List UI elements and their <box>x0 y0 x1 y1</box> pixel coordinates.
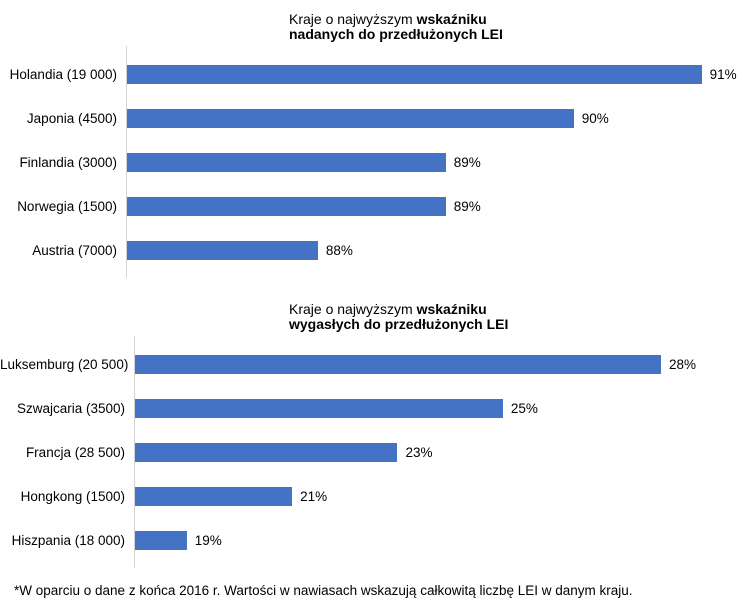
bar-track: 28% <box>134 342 750 386</box>
bar-track: 23% <box>134 430 750 474</box>
value-label: 23% <box>405 444 433 460</box>
chart-title: Kraje o najwyższym wskaźniku wygasłych do… <box>289 302 750 332</box>
value-label: 89% <box>453 154 481 170</box>
chart-title: Kraje o najwyższym wskaźniku nadanych do … <box>289 12 750 42</box>
bar-track: 89% <box>126 184 750 228</box>
category-label: Japonia (4500) <box>26 110 117 126</box>
title-segment: wskaźniku <box>416 11 487 27</box>
bar-row: Norwegia (1500) 89% <box>0 184 750 228</box>
value-label: 28% <box>668 356 696 372</box>
plot-area: Luksemburg (20 500) 28% Szwajcaria (3500) 2… <box>0 336 750 568</box>
chart-title-line: wygasłych do przedłużonych LEI <box>289 317 750 332</box>
bar-row: Hongkong (1500) 21% <box>0 474 750 518</box>
bar <box>134 530 187 550</box>
title-segment: Kraje o najwyższym <box>289 301 417 317</box>
bar <box>134 442 398 462</box>
title-segment: Kraje o najwyższym <box>289 11 417 27</box>
bar <box>126 64 702 84</box>
bar-track: 88% <box>126 228 750 272</box>
chart-highest-lapsed-to-renewed: Kraje o najwyższym wskaźniku wygasłych do… <box>0 302 750 568</box>
bar <box>126 240 318 260</box>
bar-track: 89% <box>126 140 750 184</box>
bar <box>126 152 446 172</box>
bar <box>134 398 503 418</box>
value-label: 25% <box>510 400 538 416</box>
category-label: Holandia (19 000) <box>9 66 117 82</box>
bar-row: Finlandia (3000) 89% <box>0 140 750 184</box>
value-label: 90% <box>581 110 609 126</box>
category-label: Norwegia (1500) <box>17 198 117 214</box>
chart-highest-issued-to-renewed: Kraje o najwyższym wskaźniku nadanych do … <box>0 12 750 278</box>
category-label: Hiszpania (18 000) <box>11 532 125 548</box>
bar <box>126 196 446 216</box>
bar <box>126 108 574 128</box>
bar-row: Japonia (4500) 90% <box>0 96 750 140</box>
bar-row: Holandia (19 000) 91% <box>0 52 750 96</box>
value-label: 91% <box>709 66 737 82</box>
category-label: Szwajcaria (3500) <box>16 400 125 416</box>
category-label: Francja (28 500) <box>25 444 125 460</box>
bar-row: Luksemburg (20 500) 28% <box>0 342 750 386</box>
bar-row: Hiszpania (18 000) 19% <box>0 518 750 562</box>
title-segment: wskaźniku <box>416 301 487 317</box>
chart-title-line: Kraje o najwyższym wskaźniku <box>289 302 750 317</box>
bar-row: Francja (28 500) 23% <box>0 430 750 474</box>
value-label: 89% <box>453 198 481 214</box>
bar-track: 25% <box>134 386 750 430</box>
category-label: Hongkong (1500) <box>20 488 125 504</box>
category-label: Luksemburg (20 500) <box>0 356 129 372</box>
bar-track: 21% <box>134 474 750 518</box>
bar-track: 91% <box>126 52 750 96</box>
bar-row: Szwajcaria (3500) 25% <box>0 386 750 430</box>
bar <box>134 486 293 506</box>
value-label: 19% <box>194 532 222 548</box>
title-segment: nadanych do przedłużonych LEI <box>289 26 503 42</box>
title-segment: wygasłych do przedłużonych LEI <box>289 316 509 332</box>
bar-track: 19% <box>134 518 750 562</box>
value-label: 21% <box>300 488 328 504</box>
plot-area: Holandia (19 000) 91% Japonia (4500) 90% Fin… <box>0 46 750 278</box>
footnote: *W oparciu o dane z końca 2016 r. Wartoś… <box>14 583 633 598</box>
chart-title-line: Kraje o najwyższym wskaźniku <box>289 12 750 27</box>
category-label: Finlandia (3000) <box>19 154 117 170</box>
category-label: Austria (7000) <box>32 242 117 258</box>
chart-title-line: nadanych do przedłużonych LEI <box>289 27 750 42</box>
value-label: 88% <box>325 242 353 258</box>
bar <box>134 354 661 374</box>
bar-row: Austria (7000) 88% <box>0 228 750 272</box>
bar-track: 90% <box>126 96 750 140</box>
